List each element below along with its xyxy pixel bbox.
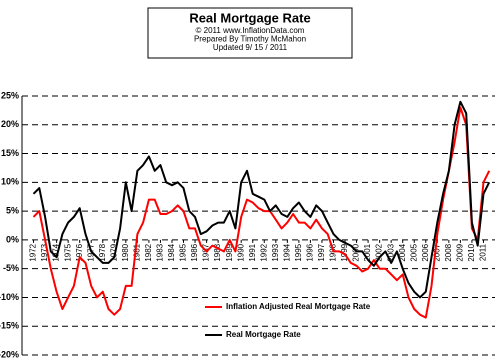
y-tick-label: -15% xyxy=(0,321,19,331)
x-tick-label: 1990 xyxy=(236,243,245,261)
x-tick-label: 1975 xyxy=(63,243,72,261)
x-tick-label: 1992 xyxy=(259,243,268,261)
x-tick-label: 2011 xyxy=(479,243,488,261)
x-tick-label: 2002 xyxy=(375,243,384,261)
chart-title: Real Mortgage Rate xyxy=(189,10,310,25)
subtitle: © 2011 www.InflationData.com xyxy=(196,26,305,35)
y-tick-label: 10% xyxy=(1,177,19,187)
x-tick-label: 2005 xyxy=(409,243,418,261)
x-tick-label: 2007 xyxy=(432,243,441,261)
x-tick-label: 1997 xyxy=(317,243,326,261)
legend-label: Real Mortgage Rate xyxy=(226,330,301,339)
x-tick-label: 2010 xyxy=(467,243,476,261)
x-tick-label: 1980 xyxy=(121,243,130,261)
x-tick-label: 1984 xyxy=(167,243,176,261)
x-tick-label: 1994 xyxy=(282,243,291,261)
x-tick-label: 1999 xyxy=(340,243,349,261)
x-tick-label: 1993 xyxy=(271,243,280,261)
y-tick-label: 20% xyxy=(1,119,19,129)
x-tick-label: 1987 xyxy=(202,243,211,261)
x-tick-label: 1985 xyxy=(179,243,188,261)
y-tick-label: -20% xyxy=(0,349,19,359)
y-tick-label: 15% xyxy=(1,148,19,158)
x-tick-label: 1979 xyxy=(109,243,118,261)
y-tick-label: 5% xyxy=(6,205,19,215)
subtitle: Prepared By Timothy McMahon xyxy=(194,35,306,44)
y-tick-label: 25% xyxy=(1,90,19,100)
x-tick-label: 1982 xyxy=(144,243,153,261)
x-tick-label: 1986 xyxy=(190,243,199,261)
x-tick-label: 2006 xyxy=(421,243,430,261)
x-tick-label: 2001 xyxy=(363,243,372,261)
subtitle: Updated 9/ 15 / 2011 xyxy=(213,43,288,52)
x-tick-label: 1988 xyxy=(213,243,222,261)
series-line xyxy=(32,100,491,299)
title-box xyxy=(147,7,353,59)
x-tick-label: 1998 xyxy=(329,243,338,261)
x-tick-label: 1989 xyxy=(225,243,234,261)
x-tick-label: 1976 xyxy=(75,243,84,261)
y-tick-label: -5% xyxy=(3,263,19,273)
x-tick-label: 2004 xyxy=(398,243,407,261)
x-tick-label: 1972 xyxy=(29,243,38,261)
y-tick-label: -10% xyxy=(0,292,19,302)
x-tick-label: 2003 xyxy=(386,243,395,261)
x-tick-label: 1983 xyxy=(156,243,165,261)
x-tick-label: 2000 xyxy=(352,243,361,261)
x-tick-label: 1978 xyxy=(98,243,107,261)
x-tick-label: 1991 xyxy=(248,243,257,261)
x-tick-label: 1977 xyxy=(86,243,95,261)
x-tick-label: 1995 xyxy=(294,243,303,261)
y-tick-label: 0% xyxy=(6,234,19,244)
x-tick-label: 1996 xyxy=(306,243,315,261)
legend-label: Inflation Adjusted Real Mortgage Rate xyxy=(226,302,371,311)
x-tick-label: 1981 xyxy=(132,243,141,261)
x-tick-label: 1974 xyxy=(52,243,61,261)
series-line xyxy=(32,106,491,319)
x-tick-label: 2009 xyxy=(455,243,464,261)
x-tick-label: 2008 xyxy=(444,243,453,261)
x-tick-label: 1973 xyxy=(40,243,49,261)
